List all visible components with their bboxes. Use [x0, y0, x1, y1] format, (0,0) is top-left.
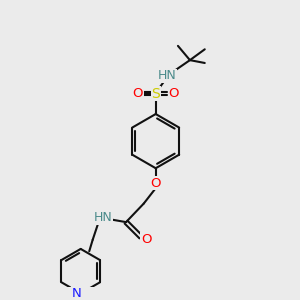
Text: O: O	[133, 87, 143, 100]
Text: O: O	[168, 87, 179, 100]
Text: O: O	[151, 176, 161, 190]
Text: S: S	[151, 86, 160, 100]
Text: O: O	[141, 233, 151, 246]
Text: HN: HN	[94, 211, 112, 224]
Text: HN: HN	[158, 69, 176, 82]
Text: N: N	[71, 287, 81, 300]
